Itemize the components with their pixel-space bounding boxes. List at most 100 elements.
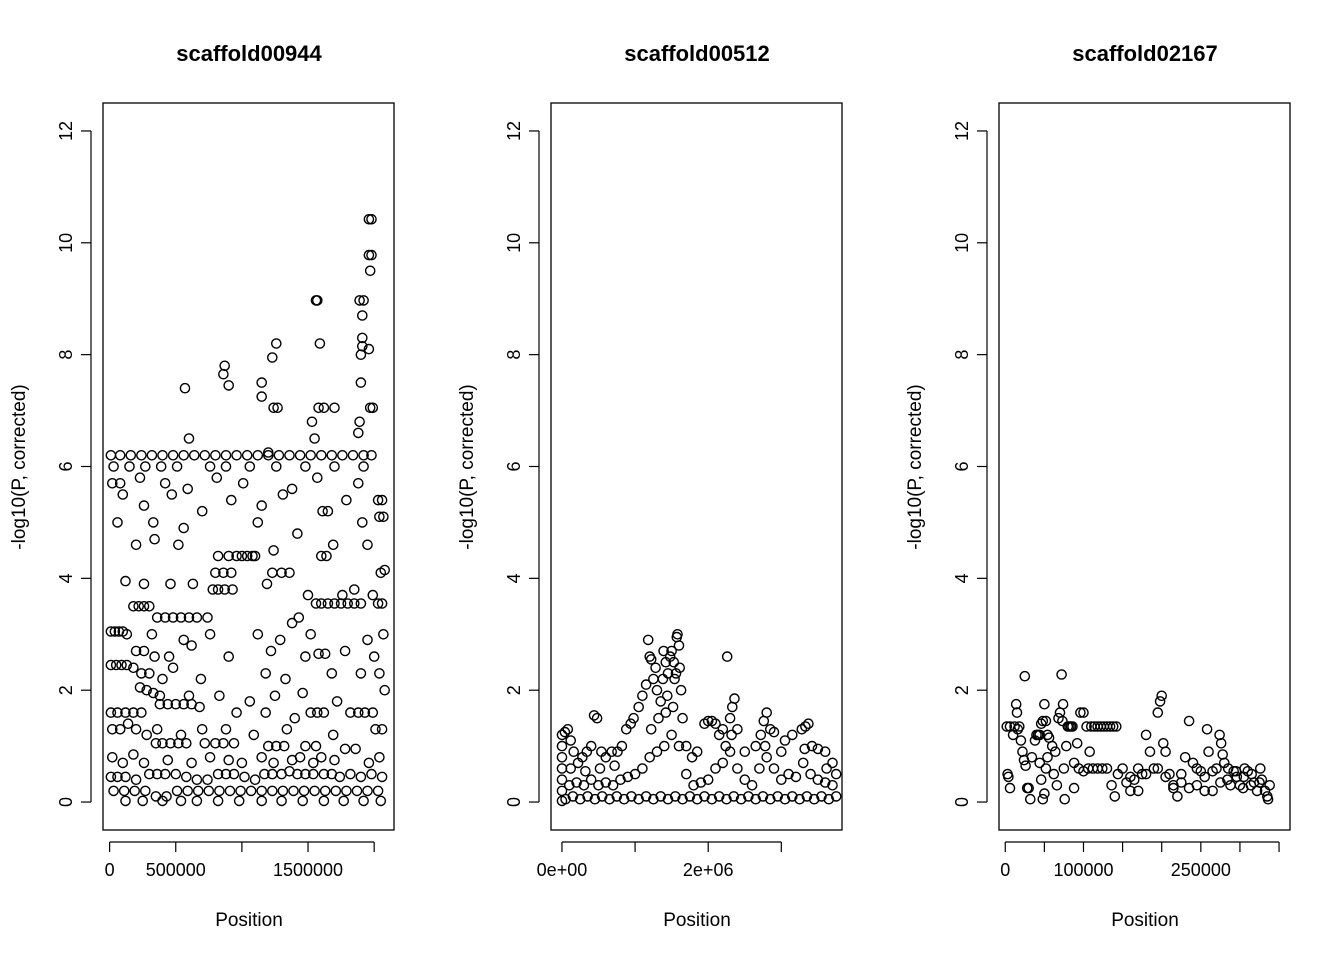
data-point — [120, 771, 131, 783]
data-point — [830, 768, 842, 780]
data-point — [313, 402, 324, 414]
data-point — [367, 589, 379, 601]
data-point — [702, 715, 714, 727]
data-point — [281, 724, 293, 735]
data-point — [268, 545, 279, 556]
data-point — [354, 295, 365, 306]
data-point — [133, 601, 144, 612]
data-point — [790, 771, 802, 783]
data-point — [672, 629, 683, 640]
data-point — [585, 740, 597, 752]
data-point — [589, 793, 601, 805]
data-point — [276, 567, 287, 579]
data-point — [564, 780, 575, 791]
data-point — [128, 662, 139, 674]
data-point — [754, 763, 765, 774]
data-point — [1160, 771, 1171, 783]
data-point — [356, 332, 368, 344]
data-point — [278, 740, 290, 752]
data-point — [338, 795, 350, 807]
data-point — [109, 626, 121, 637]
data-point — [143, 768, 155, 780]
data-point — [580, 766, 591, 777]
data-point — [319, 648, 331, 660]
data-point — [1035, 774, 1047, 786]
y-tick-label: 2 — [504, 685, 524, 695]
data-point — [1034, 757, 1045, 769]
data-point — [136, 707, 147, 718]
data-point — [799, 743, 811, 755]
data-point — [268, 757, 279, 769]
data-point — [136, 668, 147, 679]
data-point — [318, 707, 330, 718]
data-point — [1097, 763, 1108, 774]
data-point — [1132, 763, 1144, 774]
data-point — [128, 749, 139, 760]
data-point — [326, 668, 338, 679]
data-point — [224, 785, 236, 797]
data-point — [227, 584, 238, 595]
data-point — [149, 533, 160, 545]
data-point — [721, 651, 733, 662]
data-point — [368, 651, 380, 662]
y-tick-label: 2 — [952, 685, 972, 695]
data-point — [249, 550, 261, 562]
data-point — [188, 449, 200, 461]
panel-2-frame — [550, 102, 843, 831]
data-point — [244, 461, 256, 472]
data-point — [196, 724, 208, 735]
data-point — [107, 477, 118, 489]
data-point — [262, 447, 274, 458]
data-point — [136, 449, 147, 461]
data-point — [699, 791, 710, 802]
data-point — [1199, 771, 1210, 783]
data-point — [1037, 793, 1049, 805]
data-point — [1107, 721, 1119, 732]
data-point — [1071, 738, 1083, 749]
data-point — [376, 598, 388, 609]
data-point — [307, 768, 319, 780]
data-point — [244, 696, 256, 707]
data-point — [805, 768, 816, 780]
data-point — [210, 738, 221, 749]
data-point — [262, 740, 274, 752]
data-point — [1111, 721, 1122, 732]
data-point — [339, 743, 351, 755]
data-point — [651, 684, 663, 696]
data-point — [668, 656, 680, 668]
data-point — [710, 763, 721, 774]
data-point — [1059, 793, 1070, 805]
data-point — [726, 729, 737, 741]
panel-3-plot: 0 100000 250000 0 2 4 6 8 10 12 — [952, 121, 1280, 880]
data-point — [151, 768, 163, 780]
data-point — [146, 449, 158, 461]
data-point — [819, 746, 831, 758]
data-point — [677, 793, 688, 805]
data-point — [625, 718, 637, 730]
data-point — [202, 774, 213, 786]
data-point — [318, 795, 330, 807]
data-point — [355, 771, 367, 783]
data-point — [367, 707, 379, 718]
data-point — [761, 707, 773, 718]
panel-2-x-axis-label: Position — [663, 910, 731, 931]
data-point — [681, 768, 692, 780]
data-point — [114, 477, 126, 489]
data-point — [673, 640, 685, 651]
data-point — [364, 265, 376, 277]
data-point — [659, 740, 670, 752]
data-point — [241, 550, 253, 562]
data-point — [178, 698, 189, 710]
data-point — [266, 785, 278, 797]
data-point — [348, 598, 360, 609]
data-point — [300, 651, 311, 662]
panel-scaffold02167: scaffold02167 0 100000 250000 0 2 4 6 8 10 12 Pos… — [905, 41, 1291, 931]
data-point — [175, 795, 187, 807]
data-point — [329, 461, 340, 472]
data-point — [376, 771, 388, 783]
data-point — [648, 793, 659, 805]
data-point — [180, 771, 192, 783]
data-point — [713, 729, 725, 741]
data-point — [1067, 721, 1078, 732]
data-point — [787, 791, 798, 802]
